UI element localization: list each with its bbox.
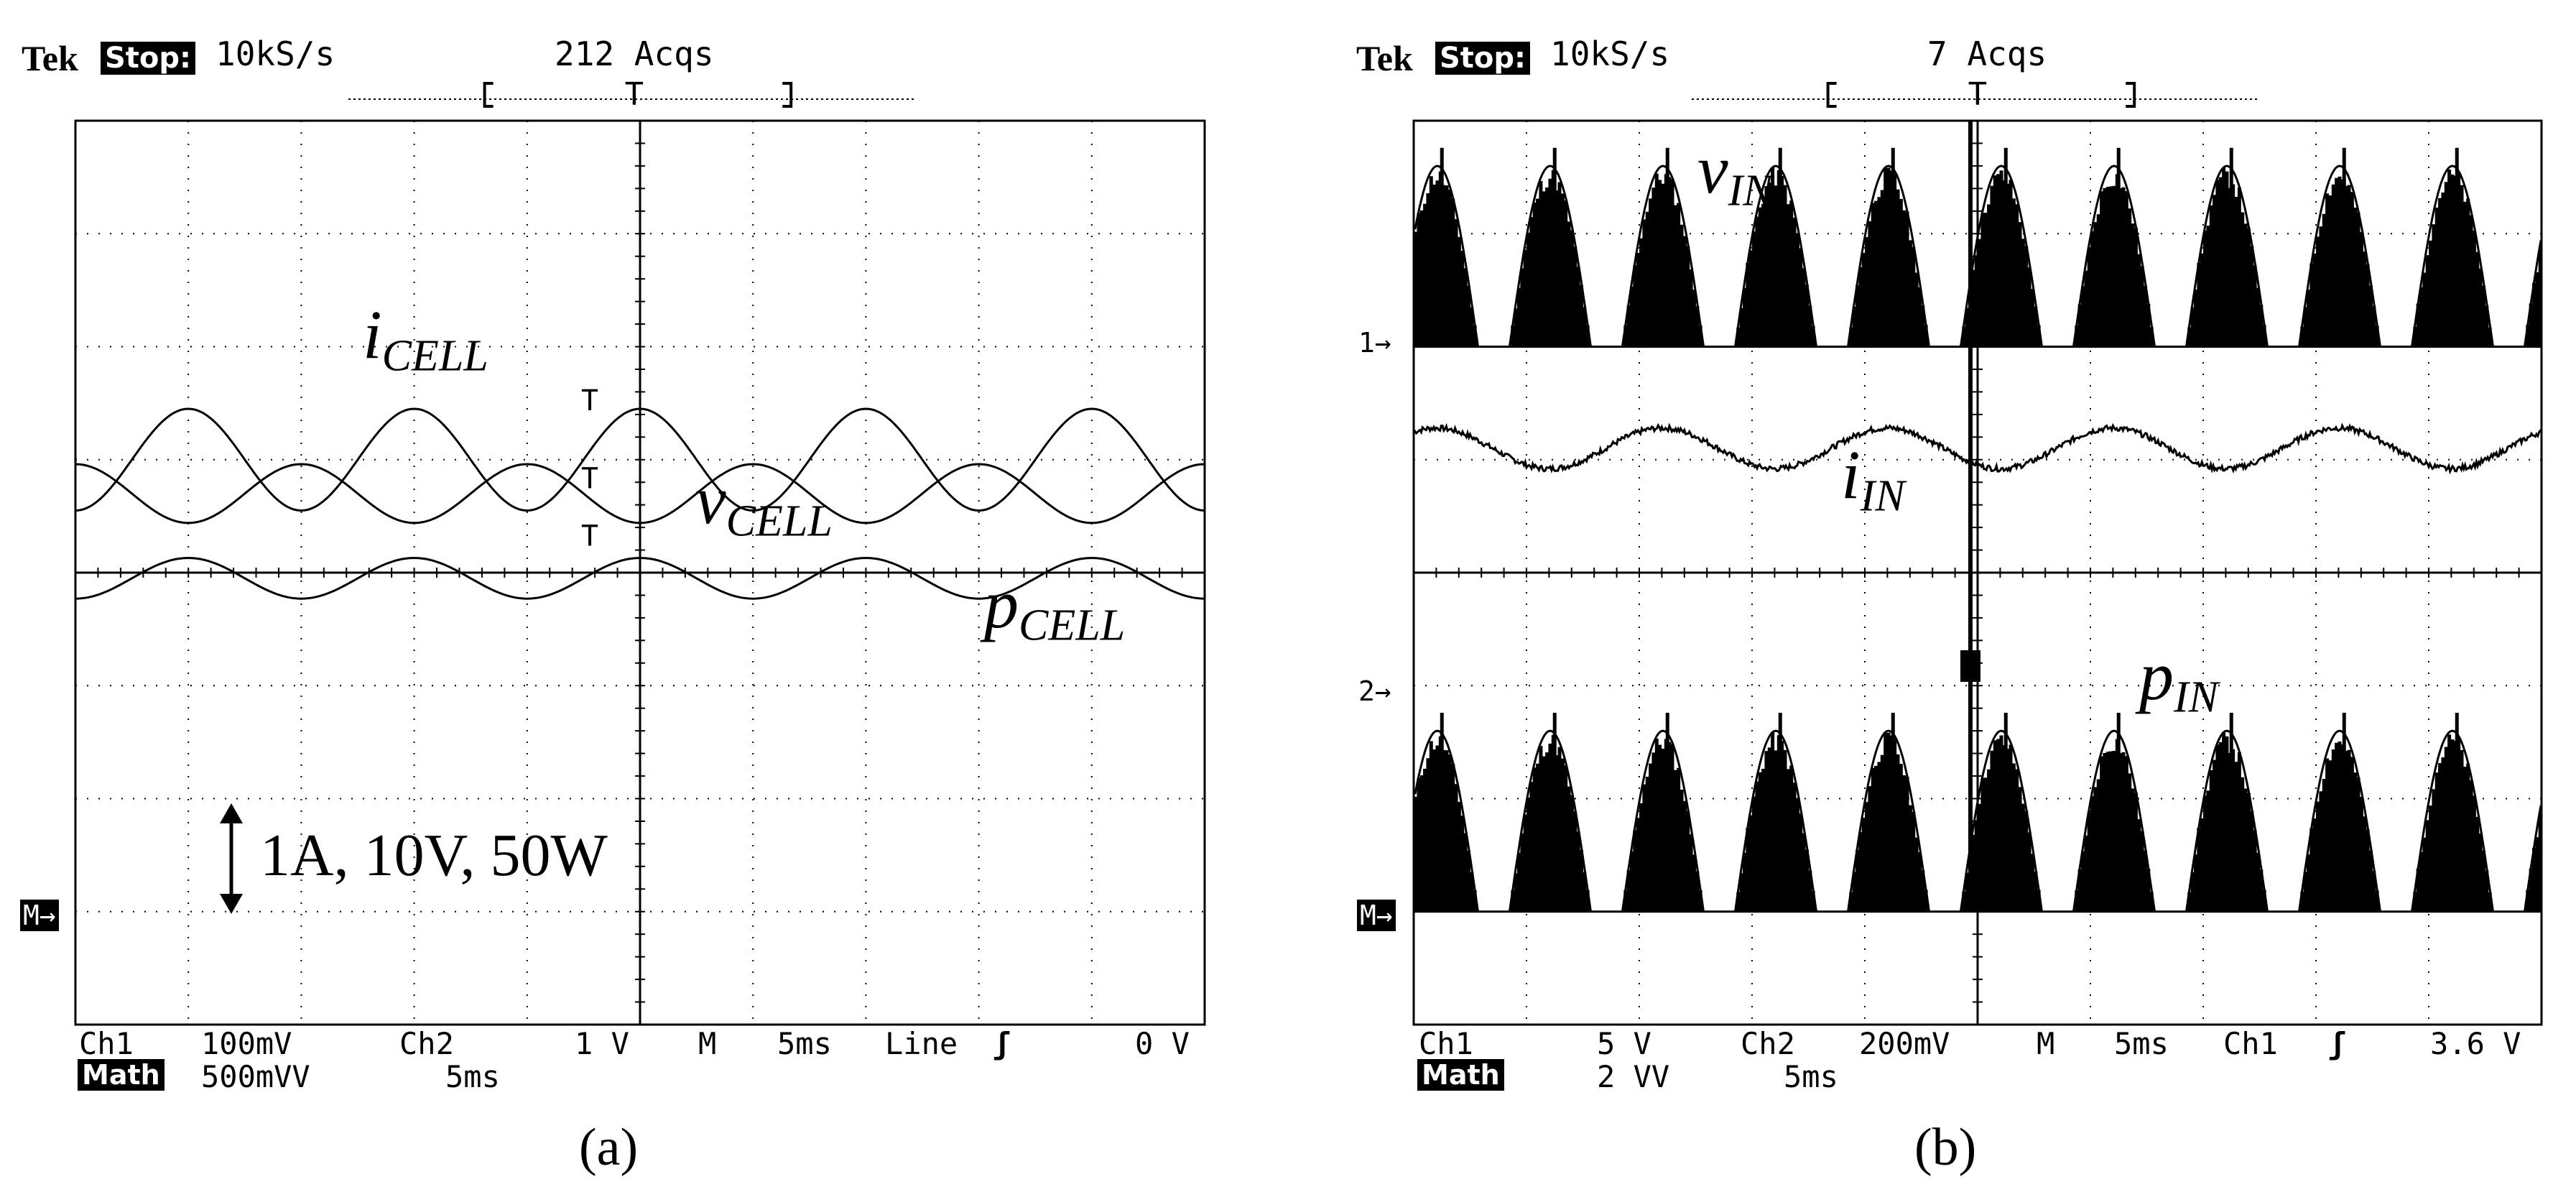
pulse-envelope xyxy=(2298,165,2381,347)
run-state-badge: Stop: xyxy=(1435,42,1531,75)
pulse-envelope xyxy=(1621,165,1705,347)
pulse-envelope xyxy=(2072,165,2156,347)
timebase-value: 5ms xyxy=(2114,1026,2169,1061)
run-state-badge: Stop: xyxy=(101,42,196,75)
record-bracket-right xyxy=(782,82,793,108)
pulse-envelope xyxy=(1508,729,1592,913)
timebase-label: M xyxy=(698,1026,717,1061)
trace-i-cell xyxy=(75,407,1205,512)
pulse-envelope xyxy=(2524,240,2542,347)
trigger-slope-icon: ʃ xyxy=(993,1026,1011,1061)
pulse-envelope xyxy=(1734,729,1817,913)
scale-arrow-up-icon xyxy=(220,803,243,823)
trigger-position-marker: T xyxy=(1968,76,1988,113)
trace-p-cell xyxy=(75,557,1205,600)
ch2-scale: 1 V xyxy=(575,1026,629,1061)
math-label: Math xyxy=(78,1059,165,1091)
pulse-envelope xyxy=(1847,165,1930,347)
i-cell-label: iCELL xyxy=(363,296,488,381)
pulse-envelope xyxy=(1959,165,2043,347)
ch1-scale: 5 V xyxy=(1597,1026,1651,1061)
pulse-envelope xyxy=(2411,165,2494,347)
pulse-envelope xyxy=(1847,729,1930,913)
pulse-envelope xyxy=(1414,165,1479,347)
ch1-scale: 100mV xyxy=(201,1026,292,1061)
trigger-source: Ch1 xyxy=(2223,1026,2278,1061)
math-label: Math xyxy=(1417,1059,1504,1091)
v-cell-label: vCELL xyxy=(695,461,833,546)
ch2-ground-marker: 2→ xyxy=(1358,675,1391,707)
trigger-slope-icon: ʃ xyxy=(2328,1026,2347,1061)
math-scale: 500mVV xyxy=(201,1059,310,1094)
trace-v-cell xyxy=(75,463,1205,525)
trace-v-in xyxy=(1414,147,2542,348)
sample-rate: 10kS/s xyxy=(216,34,335,73)
pulse-envelope xyxy=(2072,729,2156,913)
ch2-label: Ch2 xyxy=(1741,1026,1795,1061)
acquisition-count: 212 Acqs xyxy=(555,34,714,73)
pulse-envelope xyxy=(1734,165,1817,347)
math-ground-marker: M→ xyxy=(1357,900,1396,931)
ch1-label: Ch1 xyxy=(79,1026,134,1061)
trigger-level: 3.6 V xyxy=(2430,1026,2521,1061)
panel-caption-a: (a) xyxy=(579,1118,639,1177)
math-reference-marker: M→ xyxy=(20,900,59,931)
panel-caption-b: (b) xyxy=(1914,1118,1977,1177)
graticule-grid xyxy=(75,120,1205,1025)
pulse-envelope xyxy=(2298,729,2381,913)
pulse-envelope xyxy=(1508,165,1592,347)
trigger-level-marker: T xyxy=(581,519,598,553)
pulse-envelope xyxy=(1414,729,1479,913)
ch1-ground-marker: 1→ xyxy=(1358,327,1391,359)
ch2-label: Ch2 xyxy=(399,1026,454,1061)
sample-rate: 10kS/s xyxy=(1550,34,1670,73)
record-bracket-left xyxy=(1826,82,1837,108)
scale-arrow-down-icon xyxy=(220,894,243,914)
trace-p-in xyxy=(1414,712,2542,913)
i-in-label: iIN xyxy=(1841,436,1905,521)
ch2-scale: 200mV xyxy=(1859,1026,1950,1061)
timebase-value: 5ms xyxy=(777,1026,832,1061)
scale-annotation: 1A, 10V, 50W xyxy=(260,822,608,889)
brand-label: Tek xyxy=(1356,38,1413,78)
v-in-label: vIN xyxy=(1697,131,1773,216)
p-cell-label: pCELL xyxy=(984,565,1126,650)
pulse-envelope xyxy=(2185,729,2269,913)
scope-panel-b: Tek Stop: 10kS/s 7 Acqs T 1→ 2→ M→ vIN i… xyxy=(1288,0,2576,1192)
pulse-envelope xyxy=(1621,729,1705,913)
pulse-envelope xyxy=(2524,805,2542,913)
timebase-label: M xyxy=(2037,1026,2055,1061)
scope-display-b: T xyxy=(1412,76,2543,1026)
math-scale: 2 VV xyxy=(1597,1059,1670,1094)
ch1-label: Ch1 xyxy=(1419,1026,1473,1061)
trigger-level: 0 V xyxy=(1135,1026,1190,1061)
pulse-envelope xyxy=(2411,729,2494,913)
pulse-envelope xyxy=(1959,729,2043,913)
trace-i-in xyxy=(1413,422,2542,475)
acquisition-count: 7 Acqs xyxy=(1927,34,2047,73)
p-in-label: pIN xyxy=(2139,637,2218,722)
math-timebase: 5ms xyxy=(445,1059,500,1094)
trigger-position-marker: T xyxy=(625,76,644,113)
record-bracket-right xyxy=(2126,82,2136,108)
trigger-source: Line xyxy=(885,1026,958,1061)
math-timebase: 5ms xyxy=(1784,1059,1838,1094)
trigger-level-marker: T xyxy=(581,384,598,417)
pulse-envelope xyxy=(2185,165,2269,347)
trigger-level-marker: T xyxy=(581,462,598,495)
brand-label: Tek xyxy=(22,38,78,78)
record-bracket-left xyxy=(483,82,494,108)
